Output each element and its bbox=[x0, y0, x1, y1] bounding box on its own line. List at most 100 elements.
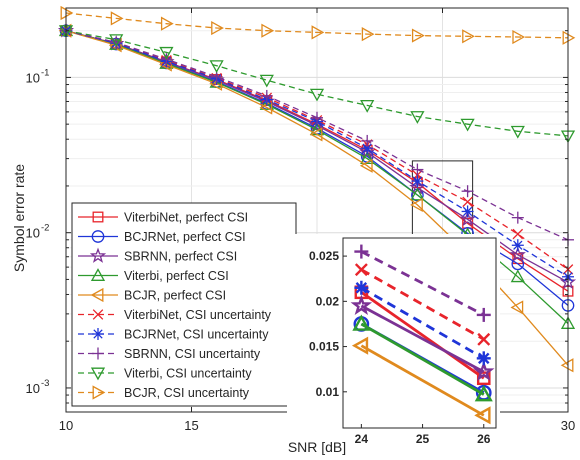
inset-x-tick-label: 25 bbox=[416, 432, 430, 446]
inset-x-tick-label: 24 bbox=[355, 432, 369, 446]
y-tick-exponent: -3 bbox=[41, 378, 49, 389]
y-tick-label: 10 bbox=[26, 381, 40, 396]
inset-series-6 bbox=[354, 280, 491, 366]
data-point bbox=[160, 16, 174, 31]
data-point bbox=[459, 210, 476, 227]
legend-marker bbox=[92, 211, 104, 223]
data-point bbox=[512, 29, 526, 45]
x-axis-label: SNR [dB] bbox=[288, 439, 346, 455]
data-point bbox=[509, 246, 526, 262]
data-point bbox=[211, 20, 224, 36]
data-point bbox=[60, 5, 74, 21]
legend-label: BCJR, CSI uncertainty bbox=[124, 386, 250, 400]
inset-frame bbox=[342, 237, 497, 429]
y-axis-label: Symbol error rate bbox=[11, 164, 27, 272]
data-point bbox=[461, 205, 474, 218]
data-point bbox=[109, 34, 124, 48]
legend-marker bbox=[89, 247, 107, 263]
data-point bbox=[159, 46, 174, 60]
legend-label: BCJR, perfect CSI bbox=[124, 289, 226, 303]
data-point bbox=[411, 163, 424, 176]
inset-series-line bbox=[360, 344, 485, 417]
inset-data-point bbox=[472, 360, 495, 381]
legend-label: SBRNN, perfect CSI bbox=[124, 250, 237, 264]
inset-y-tick-label: 0.01 bbox=[316, 385, 340, 399]
data-point bbox=[309, 127, 323, 142]
series-line bbox=[65, 30, 569, 278]
data-point bbox=[359, 158, 373, 173]
inset-data-point bbox=[350, 294, 373, 315]
inset-data-point bbox=[476, 351, 491, 366]
data-point bbox=[510, 300, 524, 315]
x-tick-label: 15 bbox=[184, 418, 198, 433]
data-point bbox=[209, 60, 224, 74]
inset-series-4 bbox=[351, 336, 491, 425]
legend-marker bbox=[92, 328, 104, 340]
series-line bbox=[65, 30, 569, 241]
legend-label: BCJRNet, CSI uncertainty bbox=[124, 328, 269, 342]
data-point bbox=[409, 179, 426, 195]
legend-entry: BCJRNet, perfect CSI bbox=[78, 230, 246, 244]
inset-series-line bbox=[360, 286, 485, 360]
series-line bbox=[65, 12, 569, 39]
data-point bbox=[410, 111, 425, 124]
data-point bbox=[359, 143, 376, 160]
legend: ViterbiNet, perfect CSI BCJRNet, perfect … bbox=[71, 202, 297, 407]
data-point bbox=[261, 23, 275, 38]
inset-series-3 bbox=[352, 314, 493, 402]
data-point bbox=[411, 28, 425, 43]
inset-series-7 bbox=[354, 244, 491, 322]
data-point bbox=[562, 30, 576, 45]
data-point bbox=[411, 175, 424, 188]
data-point bbox=[361, 27, 375, 42]
legend-label: ViterbiNet, CSI uncertainty bbox=[124, 308, 272, 322]
legend-entry: SBRNN, perfect CSI bbox=[78, 247, 237, 264]
legend-marker bbox=[90, 268, 106, 281]
legend-label: BCJRNet, perfect CSI bbox=[124, 230, 246, 244]
data-point bbox=[260, 89, 273, 102]
data-point bbox=[560, 358, 574, 373]
data-point bbox=[309, 88, 325, 102]
inset-data-point bbox=[354, 244, 369, 259]
data-point bbox=[311, 111, 323, 124]
data-point bbox=[360, 99, 375, 113]
y-tick-exponent: -2 bbox=[41, 223, 49, 234]
inset-series-line bbox=[360, 268, 485, 341]
data-point bbox=[410, 197, 423, 213]
legend-entry: Viterbi, perfect CSI bbox=[78, 268, 229, 283]
inset-series-line bbox=[361, 0, 483, 30]
inset-series-line bbox=[360, 322, 485, 396]
legend-marker bbox=[92, 347, 104, 360]
data-point bbox=[461, 185, 474, 198]
inset-chart: 24 25 26 0.01 0.015 0.02 0.025 bbox=[287, 0, 500, 452]
inset-series-line bbox=[360, 304, 485, 374]
inset-data-point bbox=[474, 385, 493, 402]
legend-marker bbox=[92, 309, 104, 320]
y-tick-label: 10 bbox=[26, 70, 40, 85]
y-tick-exponent: -1 bbox=[41, 67, 49, 78]
series-9 bbox=[60, 5, 576, 45]
legend-entry: ViterbiNet, CSI uncertainty bbox=[78, 308, 272, 322]
data-point bbox=[360, 151, 375, 165]
legend-entry: BCJR, CSI uncertainty bbox=[78, 385, 250, 400]
legend-marker bbox=[90, 367, 106, 381]
data-point bbox=[511, 239, 524, 252]
inset-data-point bbox=[476, 307, 491, 322]
data-point bbox=[510, 125, 525, 139]
inset-series-line bbox=[360, 291, 485, 380]
inset-series-2 bbox=[350, 294, 495, 381]
data-point bbox=[511, 211, 524, 224]
inset-y-tick-label: 0.025 bbox=[309, 249, 339, 263]
legend-label: ViterbiNet, perfect CSI bbox=[124, 211, 248, 225]
legend-label: Viterbi, perfect CSI bbox=[124, 269, 229, 283]
legend-entry: BCJRNet, CSI uncertainty bbox=[78, 328, 269, 342]
data-point bbox=[410, 187, 425, 201]
data-point bbox=[462, 196, 473, 208]
legend-entry: Viterbi, CSI uncertainty bbox=[78, 367, 252, 381]
data-point bbox=[110, 11, 124, 26]
inset-data-point bbox=[351, 336, 369, 355]
data-point bbox=[512, 228, 524, 240]
inset-series-8 bbox=[354, 0, 490, 37]
x-tick-label: 30 bbox=[561, 418, 575, 433]
